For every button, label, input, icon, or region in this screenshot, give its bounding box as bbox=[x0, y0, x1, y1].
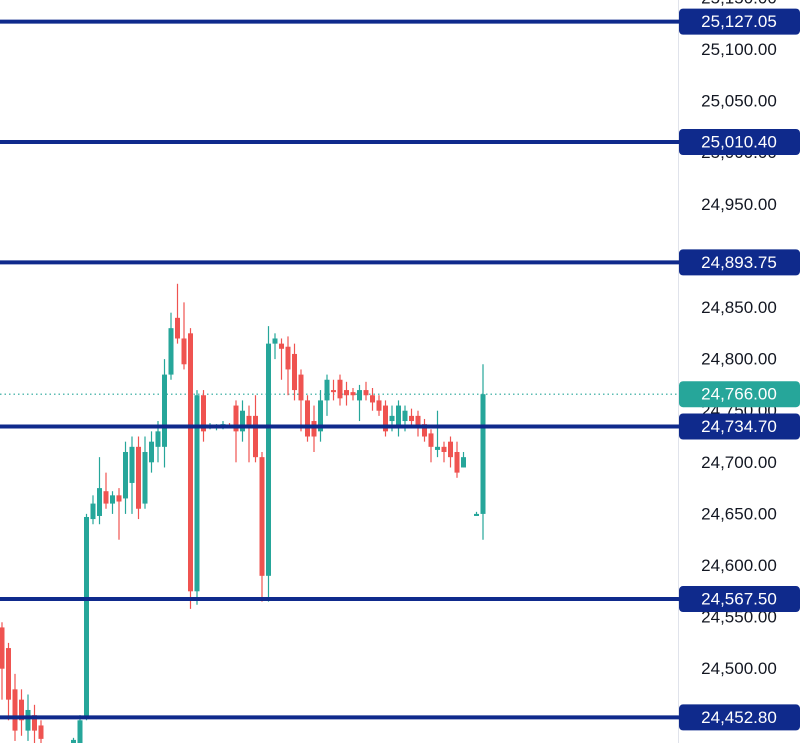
candle-body bbox=[480, 394, 486, 514]
price-tags: 25,127.05 25,010.40 24,893.75 24,734.70 24,5… bbox=[678, 8, 800, 731]
candle-body bbox=[474, 513, 479, 516]
candle-body bbox=[383, 405, 388, 432]
candle-body bbox=[233, 405, 239, 432]
candle-body bbox=[71, 739, 76, 743]
candle-body bbox=[77, 720, 83, 743]
candle-body bbox=[162, 374, 167, 447]
candle-body bbox=[337, 379, 343, 399]
candle-body bbox=[149, 441, 154, 463]
candle-body bbox=[363, 390, 369, 396]
candle-body bbox=[461, 457, 466, 468]
candle-body bbox=[389, 415, 395, 422]
candle-body bbox=[402, 410, 408, 422]
y-tick-label: 24,850.00 bbox=[701, 298, 777, 317]
candle-body bbox=[0, 627, 5, 669]
candle-body bbox=[350, 392, 356, 396]
candle-body bbox=[396, 405, 401, 427]
candle-body bbox=[435, 446, 440, 450]
y-tick-label: 24,650.00 bbox=[701, 504, 777, 523]
level-tag bbox=[679, 704, 800, 731]
level-tag bbox=[679, 586, 800, 613]
candle-body bbox=[6, 648, 11, 700]
candle-body bbox=[279, 343, 284, 349]
candle-body bbox=[422, 424, 427, 437]
candle-body bbox=[168, 328, 174, 375]
candle-body bbox=[305, 400, 310, 437]
candle-body bbox=[357, 390, 362, 401]
candle-body bbox=[188, 333, 193, 592]
candle-body bbox=[116, 495, 122, 502]
y-tick-label: 25,050.00 bbox=[701, 92, 777, 111]
candle-body bbox=[448, 441, 453, 458]
candle-body bbox=[32, 715, 37, 731]
level-tag bbox=[679, 249, 800, 276]
y-tick-label: 24,700.00 bbox=[701, 453, 777, 472]
level-tag-label: 24,452.80 bbox=[701, 708, 777, 727]
candle-body bbox=[97, 488, 102, 516]
y-tick-label: 24,550.00 bbox=[701, 608, 777, 627]
candle-body bbox=[246, 415, 252, 427]
candle-body bbox=[253, 415, 258, 458]
candle-body bbox=[344, 390, 349, 396]
level-tag bbox=[679, 8, 800, 35]
candle-body bbox=[298, 374, 304, 401]
candle-body bbox=[201, 395, 206, 432]
candle-body bbox=[38, 725, 44, 739]
candle-body bbox=[110, 495, 115, 504]
candle-body bbox=[194, 395, 200, 592]
level-tag-label: 25,127.05 bbox=[701, 12, 777, 31]
candle-body bbox=[142, 451, 148, 504]
candle-body bbox=[376, 400, 382, 411]
candle-body bbox=[428, 433, 434, 447]
level-tag-label: 24,734.70 bbox=[701, 417, 777, 436]
current-price-tag bbox=[679, 381, 800, 408]
candle-body bbox=[409, 415, 414, 422]
candle-body bbox=[370, 395, 375, 403]
y-tick-label: 24,500.00 bbox=[701, 659, 777, 678]
candle-body bbox=[12, 689, 18, 731]
y-tick-label: 24,950.00 bbox=[701, 195, 777, 214]
candle-body bbox=[292, 353, 297, 391]
y-tick-label: 25,150.00 bbox=[701, 0, 777, 7]
candle-body bbox=[318, 400, 323, 432]
candle-body bbox=[311, 421, 317, 437]
candle-body bbox=[175, 317, 180, 339]
candle-body bbox=[25, 709, 31, 731]
candle-body bbox=[324, 379, 330, 401]
level-tag-label: 24,893.75 bbox=[701, 253, 777, 272]
candle-body bbox=[90, 503, 96, 520]
candle-body bbox=[129, 446, 135, 483]
candle-body bbox=[266, 343, 271, 576]
candle-body bbox=[454, 451, 460, 473]
candle-body bbox=[103, 491, 109, 504]
candle-body bbox=[331, 390, 336, 393]
candle-body bbox=[240, 410, 245, 432]
current-price-label: 24,766.00 bbox=[701, 385, 777, 404]
plot-area bbox=[0, 19, 678, 743]
candle-body bbox=[272, 338, 278, 344]
candle-body bbox=[441, 446, 447, 452]
candle-body bbox=[181, 338, 187, 365]
candle-body bbox=[84, 517, 89, 719]
candle-body bbox=[155, 431, 161, 447]
candle-body bbox=[19, 699, 24, 721]
level-tag-label: 24,567.50 bbox=[701, 590, 777, 609]
y-tick-label: 24,600.00 bbox=[701, 556, 777, 575]
y-tick-label: 25,100.00 bbox=[701, 40, 777, 59]
level-tag bbox=[679, 413, 800, 440]
candle-body bbox=[285, 346, 291, 370]
candle-body bbox=[415, 415, 421, 427]
y-tick-label: 24,800.00 bbox=[701, 350, 777, 369]
level-tag-label: 25,010.40 bbox=[701, 132, 777, 151]
candle-body bbox=[123, 451, 128, 499]
level-tag bbox=[679, 128, 800, 155]
candle-body bbox=[259, 457, 265, 576]
candle-body bbox=[136, 446, 141, 509]
